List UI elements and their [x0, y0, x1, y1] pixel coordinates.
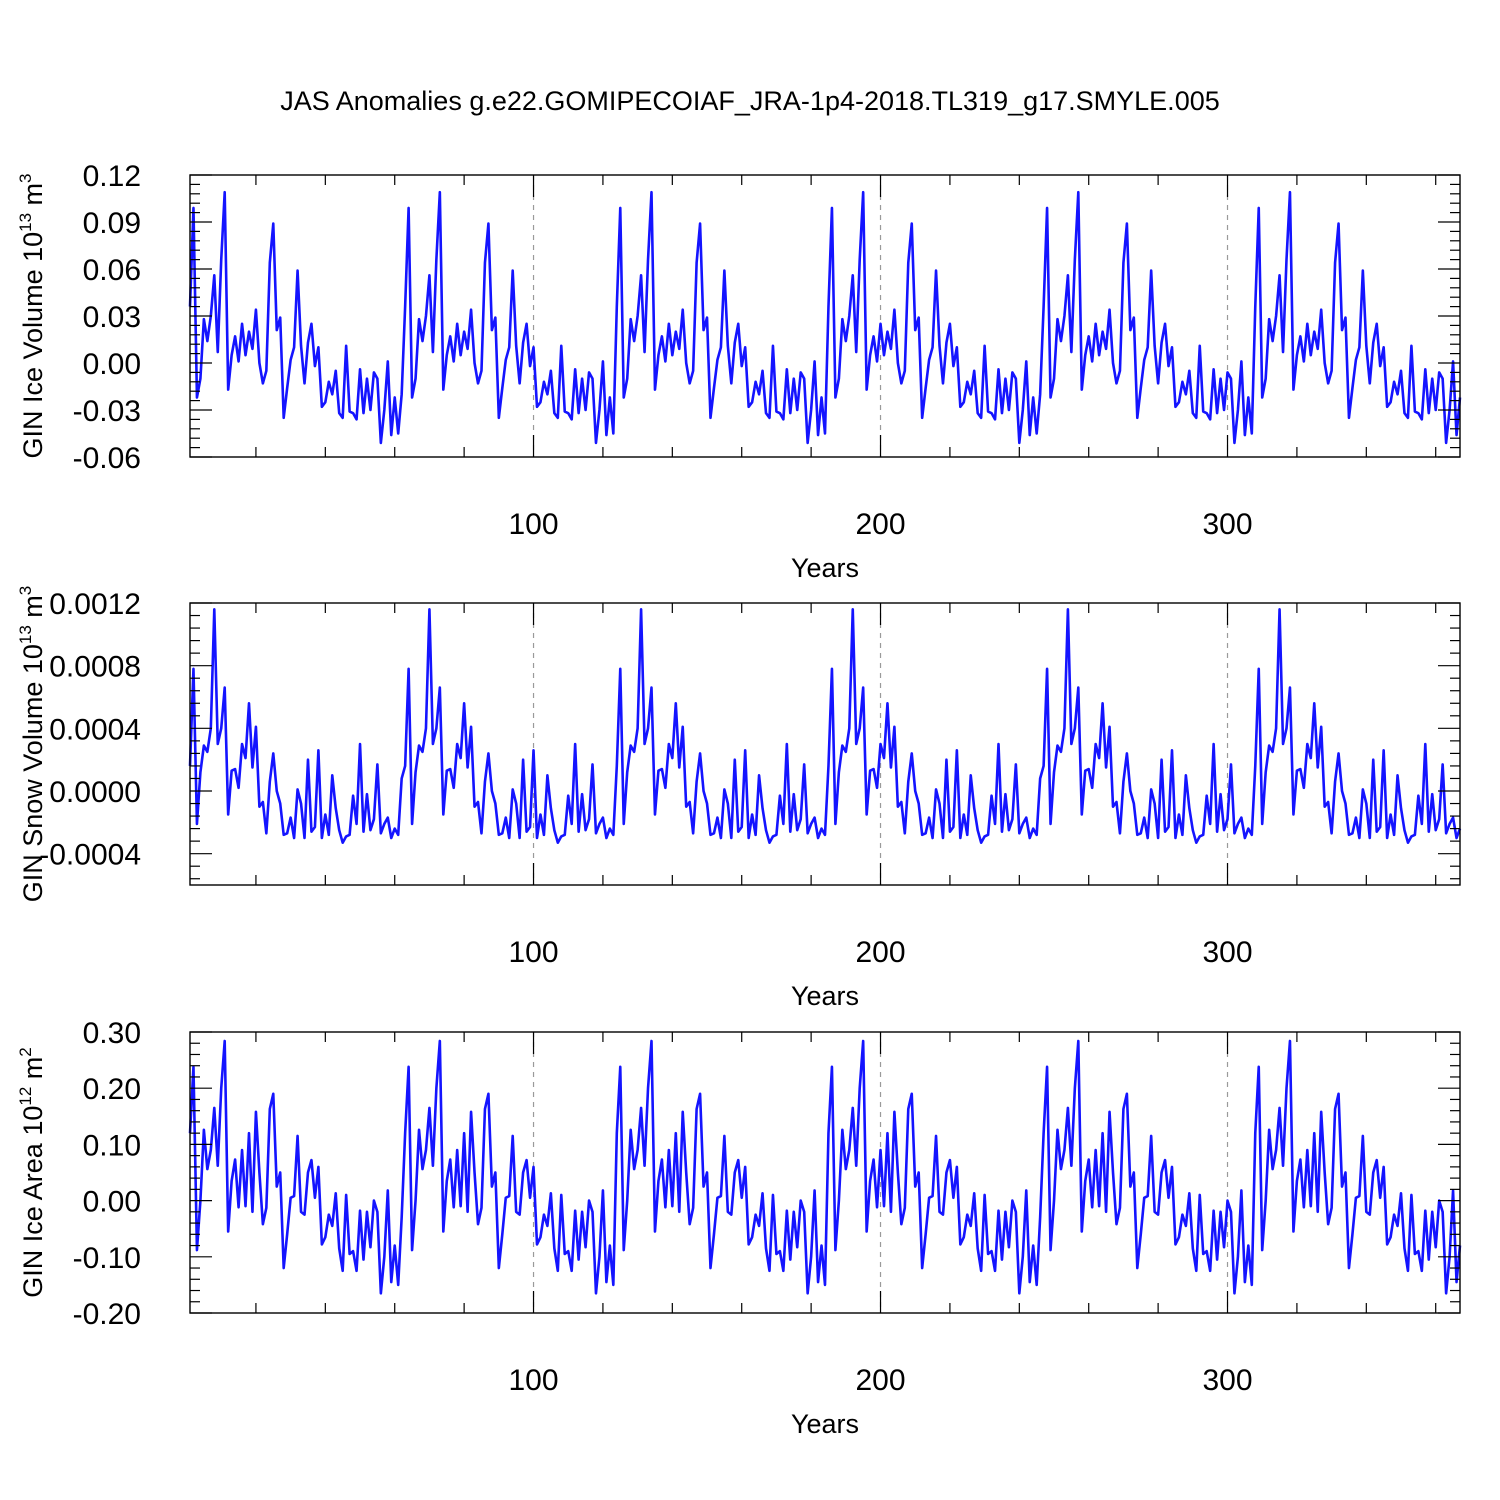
y-axis-label-text: GIN Ice Area 10 — [18, 1106, 48, 1298]
x-tick-label: 100 — [508, 1364, 558, 1397]
y-tick-label: 0.0000 — [49, 776, 141, 809]
y-tick-label: 0.06 — [83, 254, 141, 287]
x-tick-label: 200 — [855, 508, 905, 541]
y-tick-label: -0.20 — [73, 1298, 141, 1331]
y-tick-label: 0.0004 — [49, 713, 141, 746]
y-tick-label: 0.0012 — [49, 588, 141, 621]
y-axis-label-text: GIN Snow Volume 10 — [18, 644, 48, 902]
x-axis-label: Years — [791, 1409, 859, 1439]
x-tick-label: 300 — [1202, 508, 1252, 541]
y-tick-label: 0.12 — [83, 160, 141, 193]
x-tick-label: 200 — [855, 1364, 905, 1397]
panel-2: 100 200 300 -0.0004 0.0000 0.0004 0.0008 0.0012… — [16, 586, 1462, 1011]
y-tick-label: -0.06 — [73, 442, 141, 475]
y-axis-label-text: m — [18, 1057, 48, 1087]
x-tick-label: 100 — [508, 508, 558, 541]
y-tick-label: 0.0008 — [49, 651, 141, 684]
plot-frame — [189, 602, 1461, 886]
y-axis-label: GIN Ice Area 1012 m2 — [16, 1047, 48, 1298]
y-tick-label: 0.20 — [83, 1073, 141, 1106]
series-line — [188, 1039, 1462, 1295]
x-tick-label: 200 — [855, 936, 905, 969]
panels: 100 200 300 -0.06 -0.03 0.00 0.03 0.06 0.09 0.12 Y… — [16, 160, 1462, 1439]
y-tick-label: 0.09 — [83, 207, 141, 240]
y-tick-label: 0.30 — [83, 1017, 141, 1050]
y-axis-label-text: m — [18, 595, 48, 625]
y-axis-label-text: GIN Ice Volume 10 — [18, 232, 48, 459]
y-axis-label: GIN Ice Volume 1013 m3 — [16, 173, 48, 458]
series-line — [188, 607, 1462, 844]
y-axis-label-text: m — [18, 183, 48, 213]
y-axis-label-superscript: 13 — [16, 625, 35, 644]
x-tick-label: 300 — [1202, 936, 1252, 969]
y-tick-label: -0.0004 — [39, 839, 141, 872]
y-axis-label-superscript: 13 — [16, 213, 35, 232]
y-tick-label: 0.10 — [83, 1129, 141, 1162]
x-axis-label: Years — [791, 981, 859, 1011]
y-axis-label-superscript: 3 — [16, 173, 35, 182]
plot-frame — [189, 1031, 1461, 1314]
y-tick-label: 0.03 — [83, 301, 141, 334]
chart-title: JAS Anomalies g.e22.GOMIPECOIAF_JRA-1p4-… — [280, 86, 1220, 116]
y-axis-label-superscript: 12 — [16, 1087, 35, 1106]
y-tick-label: 0.00 — [83, 348, 141, 381]
y-axis-label-superscript: 2 — [16, 1047, 35, 1056]
y-axis-label: GIN Snow Volume 1013 m3 — [16, 586, 48, 903]
y-tick-label: -0.10 — [73, 1242, 141, 1275]
y-tick-label: 0.00 — [83, 1186, 141, 1219]
y-axis-label-superscript: 3 — [16, 586, 35, 595]
x-tick-label: 100 — [508, 936, 558, 969]
y-tick-label: -0.03 — [73, 395, 141, 428]
x-tick-label: 300 — [1202, 1364, 1252, 1397]
panel-3: 100 200 300 -0.20 -0.10 0.00 0.10 0.20 0.30 Years… — [16, 1017, 1462, 1439]
series-line — [188, 190, 1462, 445]
panel-1: 100 200 300 -0.06 -0.03 0.00 0.03 0.06 0.09 0.12 Y… — [16, 160, 1462, 583]
x-axis-label: Years — [791, 553, 859, 583]
